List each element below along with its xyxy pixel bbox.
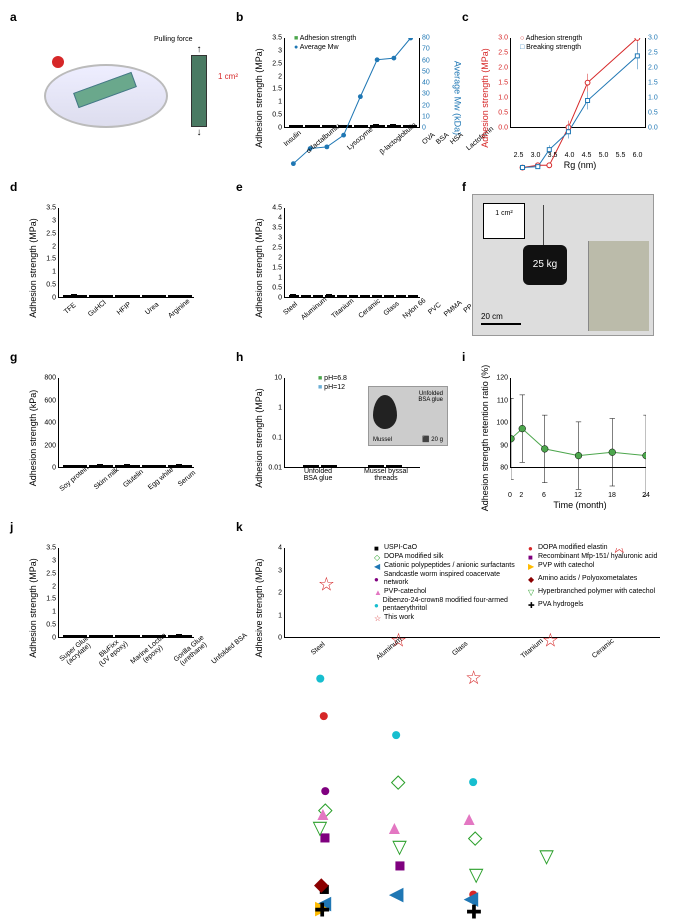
svg-text:■: ■: [319, 878, 330, 899]
figure-grid: a ↑ ↓ 1 cm² Pulling force b: [10, 10, 666, 678]
panel-j: j 00.511.522.533.5Adhesion strength (MPa…: [10, 520, 218, 678]
panel-g: g 0200400600800Adhesion strength (kPa)So…: [10, 350, 218, 508]
svg-text:▲: ▲: [460, 808, 479, 829]
svg-text:●: ●: [318, 705, 329, 726]
panel-d: d 00.511.522.533.5Adhesion strength (MPa…: [10, 180, 218, 338]
svg-text:■: ■: [319, 827, 330, 848]
panel-label: a: [10, 10, 17, 24]
svg-text:◆: ◆: [314, 873, 329, 894]
svg-text:▲: ▲: [385, 817, 404, 838]
svg-text:◀: ◀: [464, 888, 479, 909]
svg-text:◇: ◇: [318, 798, 333, 819]
svg-text:◀: ◀: [317, 892, 332, 913]
svg-text:◇: ◇: [468, 827, 483, 848]
svg-text:●: ●: [468, 883, 479, 904]
photo-weight-test: 1 cm² 25 kg 20 cm: [472, 194, 654, 336]
svg-text:●: ●: [320, 780, 331, 801]
svg-text:●: ●: [391, 723, 402, 744]
svg-text:●: ●: [467, 770, 478, 791]
svg-text:■: ■: [394, 855, 405, 876]
panel-c: c 0.00.51.01.52.02.53.00.00.51.01.52.02.…: [462, 10, 670, 168]
svg-text:◀: ◀: [389, 883, 404, 904]
svg-text:☆: ☆: [318, 573, 335, 594]
panel-b: b 00.511.: [236, 10, 444, 168]
svg-text:▽: ▽: [539, 845, 554, 866]
svg-text:▶: ▶: [315, 897, 330, 918]
svg-text:✚: ✚: [314, 900, 330, 921]
panel-k: k ■●●◇◇◇■■◀◀◀▶●◆▲▲▲▽▽▽▽●●●✚✚☆☆☆☆☆01234Ad…: [236, 520, 670, 678]
svg-text:◇: ◇: [391, 770, 406, 791]
svg-text:▽: ▽: [392, 836, 407, 857]
panel-f: f 1 cm² 25 kg 20 cm: [462, 180, 670, 338]
panel-h: h 0.010.1110Adhesion strength (MPa)Unfol…: [236, 350, 444, 508]
svg-text:▽: ▽: [469, 864, 484, 885]
svg-text:▲: ▲: [314, 803, 333, 824]
panel-e: e: [236, 180, 444, 338]
svg-text:▽: ▽: [313, 817, 328, 838]
panel-a: a ↑ ↓ 1 cm² Pulling force: [10, 10, 218, 168]
pull-force-diagram: ↑ ↓ 1 cm² Pulling force: [184, 44, 214, 134]
svg-text:✚: ✚: [466, 902, 482, 923]
panel-i: i 8090100110120Adhesion strength retenti…: [462, 350, 670, 508]
schematic-petri-dish: ↑ ↓ 1 cm² Pulling force: [44, 24, 184, 164]
